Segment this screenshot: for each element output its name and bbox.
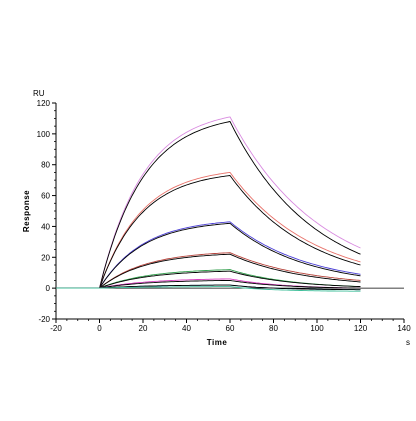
x-tick-label: 100 bbox=[310, 324, 324, 333]
sensorgram-series-10 bbox=[56, 270, 361, 289]
y-tick-label: 60 bbox=[41, 192, 50, 201]
y-unit-label: RU bbox=[33, 89, 45, 98]
x-tick-label: 140 bbox=[397, 324, 411, 333]
sensorgram-series-15 bbox=[56, 286, 361, 292]
series-group bbox=[56, 116, 361, 292]
sensorgram-series-1 bbox=[56, 116, 361, 289]
x-tick-label: 0 bbox=[97, 324, 102, 333]
y-tick-label: 100 bbox=[37, 130, 51, 139]
sensorgram-series-4 bbox=[56, 175, 361, 289]
sensorgram-series-7 bbox=[56, 252, 361, 289]
y-tick-label: 120 bbox=[37, 99, 51, 108]
sensorgram-series-12 bbox=[56, 279, 361, 289]
x-tick-label: 40 bbox=[182, 324, 191, 333]
y-tick-label: 40 bbox=[41, 222, 50, 231]
x-tick-label: 20 bbox=[139, 324, 148, 333]
y-axis-title: Response bbox=[22, 190, 31, 232]
axis-labels: RU s Time Response bbox=[22, 89, 410, 347]
x-axis-title: Time bbox=[207, 338, 228, 347]
sensorgram-series-3 bbox=[56, 171, 361, 289]
sensorgram-series-6 bbox=[56, 222, 361, 289]
x-tick-label: 120 bbox=[354, 324, 368, 333]
y-tick-label: -20 bbox=[38, 315, 50, 324]
x-unit-label: s bbox=[406, 338, 410, 347]
x-tick-label: 80 bbox=[269, 324, 278, 333]
x-tick-label: -20 bbox=[50, 324, 62, 333]
axes: -20 0 20 40 60 80 100 120 -20 0 20 40 60 80 100 120 140 bbox=[37, 99, 412, 333]
y-tick-label: 80 bbox=[41, 161, 50, 170]
sensorgram-series-2 bbox=[56, 121, 361, 289]
y-tick-label: 0 bbox=[46, 284, 51, 293]
sensorgram-series-14 bbox=[56, 284, 361, 291]
y-tick-label: 20 bbox=[41, 253, 50, 262]
sensorgram-series-5 bbox=[56, 221, 361, 289]
x-tick-label: 60 bbox=[226, 324, 235, 333]
sensorgram-series-8 bbox=[56, 253, 361, 289]
